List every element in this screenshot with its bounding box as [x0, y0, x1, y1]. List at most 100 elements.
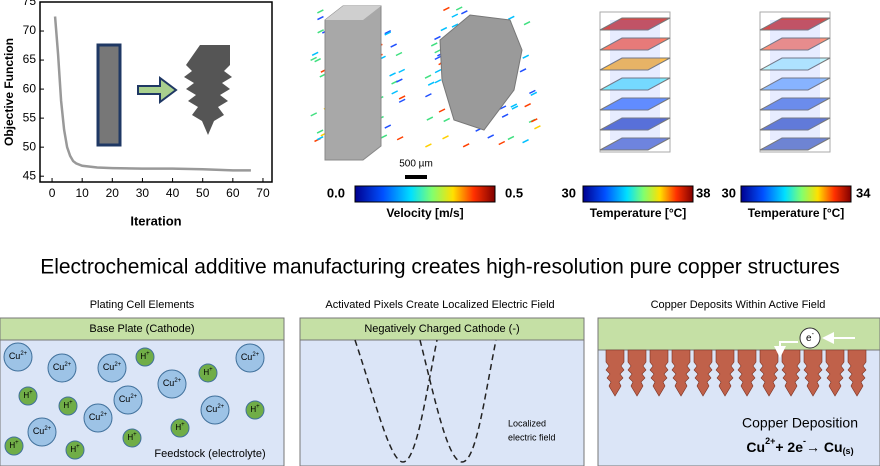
ion-label: Cu2+ — [206, 404, 225, 415]
velocity-vector — [426, 116, 434, 121]
ion-symbol: Cu — [89, 412, 101, 422]
ion — [235, 343, 265, 373]
velocity-vector — [530, 118, 538, 123]
y-tick-label: 65 — [23, 52, 37, 66]
velocity-vector — [311, 51, 319, 56]
panel: Activated Pixels Create Localized Electr… — [299, 299, 585, 466]
colorbar-max: 34 — [856, 185, 871, 200]
velocity-vector — [384, 29, 392, 35]
charge: - — [812, 331, 815, 338]
ion — [97, 353, 127, 383]
line-chart: Objective Function Iteration 45 50 55 60 65 7… — [2, 0, 273, 228]
ion — [47, 353, 77, 383]
x-tick-label: 20 — [106, 186, 120, 200]
velocity-vector — [443, 117, 451, 123]
panel-note: Feedstock (electrolyte) — [154, 448, 265, 460]
ion-charge: 2+ — [100, 412, 107, 418]
copper-deposit — [627, 349, 647, 397]
ion-charge: + — [29, 390, 33, 396]
ion-charge: + — [181, 422, 185, 428]
column-body — [770, 20, 820, 140]
velocity-vector — [396, 136, 404, 141]
y-tick-label: 45 — [23, 168, 37, 182]
ion — [170, 418, 190, 438]
ion-symbol: Cu — [33, 426, 45, 436]
velocity-vector — [507, 15, 515, 21]
ion — [135, 347, 155, 367]
velocity-vector — [461, 10, 468, 15]
eq-part: - — [803, 436, 806, 446]
ion-symbol: H — [175, 423, 181, 432]
x-tick-label: 30 — [136, 186, 150, 200]
colorbar-min: 30 — [722, 185, 736, 200]
electrolyte — [299, 339, 585, 466]
bar-label: Base Plate (Cathode) — [89, 323, 194, 335]
velocity-vector — [317, 9, 324, 14]
velocity-vector — [523, 21, 531, 26]
ion-label: H+ — [63, 400, 73, 411]
ion-charge: 2+ — [174, 378, 181, 384]
temperature-slice — [759, 37, 831, 51]
optimized-render — [439, 14, 523, 131]
temperature-renderings — [599, 11, 831, 153]
temperature-slice — [759, 117, 831, 131]
velocity-vector — [434, 35, 441, 41]
scale-bar — [405, 175, 427, 179]
column-body — [610, 20, 660, 140]
velocity-vector — [440, 26, 448, 32]
velocity-vector — [499, 105, 507, 110]
ion-label: Cu2+ — [103, 362, 122, 373]
velocity-vector — [530, 91, 538, 96]
velocity-vector — [511, 105, 519, 110]
data-line — [53, 16, 251, 172]
velocity-vector — [498, 140, 506, 146]
inset-optimized — [184, 45, 232, 135]
velocity-vector — [316, 136, 324, 141]
velocity-vector — [524, 103, 531, 108]
block-render — [324, 5, 382, 161]
cathode-bar — [0, 317, 285, 341]
velocity-vector — [425, 143, 432, 148]
ion-symbol: Cu — [163, 378, 175, 388]
inset-arrow — [137, 76, 178, 104]
ion-charge: 2+ — [20, 351, 27, 357]
ion-symbol: H — [250, 405, 256, 414]
ion — [200, 395, 230, 425]
y-tick-label: 60 — [23, 81, 37, 95]
ion-charge: + — [256, 404, 260, 410]
plot-frame — [39, 1, 273, 183]
ion-label: H+ — [70, 444, 80, 455]
copper-deposit — [781, 349, 801, 397]
velocity-vector — [522, 139, 529, 144]
velocity-vector — [384, 31, 392, 36]
headline: Electrochemical additive manufacturing c… — [40, 256, 840, 279]
ion-label: Cu2+ — [241, 352, 260, 363]
velocity-vector — [443, 6, 450, 12]
equation: Cu2++ 2e-→ Cu(s) — [746, 436, 853, 456]
ion-label: H+ — [175, 422, 185, 433]
ion-symbol: H — [63, 401, 69, 410]
scale-bar-label: 500 µm — [399, 159, 433, 170]
ion-label: H+ — [127, 432, 137, 443]
colorbar — [354, 185, 496, 203]
ion-charge: + — [76, 444, 80, 450]
ion-charge: 2+ — [217, 404, 224, 410]
eq-part: Cu — [746, 439, 765, 455]
ion — [27, 417, 57, 447]
ion-symbol: Cu — [53, 362, 65, 372]
copper-deposit — [605, 349, 625, 397]
velocity-vector — [391, 90, 399, 95]
ion-symbol: Cu — [119, 394, 131, 404]
colorbar-max: 38 — [696, 185, 710, 200]
ion — [65, 440, 85, 460]
temperature-slice — [599, 97, 671, 111]
temperature-slice — [599, 117, 671, 131]
velocity-vector — [316, 129, 324, 134]
temperature-slice — [599, 37, 671, 51]
temperature-slice — [599, 57, 671, 71]
velocity-vector — [398, 68, 406, 74]
eq-part: (s) — [843, 446, 854, 456]
ion-charge: 2+ — [114, 362, 121, 368]
temperature-slice — [759, 17, 831, 31]
